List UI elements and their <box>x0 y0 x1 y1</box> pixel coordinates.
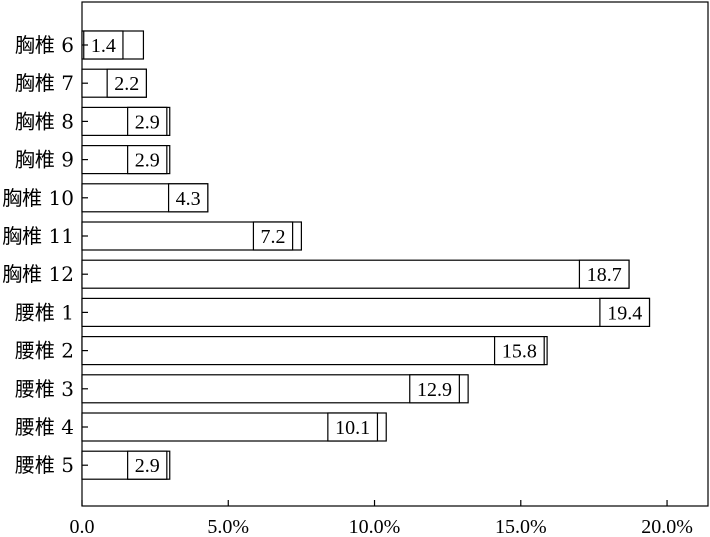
x-tick-label-3: 10.0% <box>349 516 401 537</box>
x-axis-ticks: 0.0 5.0% 10.0% 15.0% 20.0% <box>70 500 693 537</box>
x-tick-label-5: 20.0% <box>641 516 693 537</box>
category-label-8: 腰椎 1 <box>15 300 74 324</box>
value-label-box-4 <box>127 145 168 175</box>
plot-frame <box>81 1 709 507</box>
category-label-12: 腰椎 5 <box>15 453 74 477</box>
value-label-7: 18.7 <box>587 264 622 286</box>
category-label-11: 腰椎 4 <box>15 415 74 439</box>
bar-7 <box>81 259 630 289</box>
value-label-4: 2.9 <box>135 150 160 172</box>
y-axis-ticks: 胸椎 6 胸椎 7 胸椎 8 胸椎 9 胸椎 10 胸椎 11 胸椎 12 腰椎 1 腰椎 2 腰… <box>2 33 88 477</box>
value-label-box-12 <box>127 450 168 480</box>
value-label-box-6 <box>252 221 294 251</box>
x-tick-label-4: 15.0% <box>495 516 547 537</box>
category-label-2: 胸椎 7 <box>15 71 74 95</box>
category-label-9: 腰椎 2 <box>15 339 74 363</box>
category-label-3: 胸椎 8 <box>15 109 74 133</box>
value-label-box-11 <box>327 412 379 442</box>
value-label-3: 2.9 <box>135 111 160 133</box>
value-label-11: 10.1 <box>335 417 370 439</box>
value-label-8: 19.4 <box>607 302 642 324</box>
category-label-6: 胸椎 11 <box>2 224 74 248</box>
value-label-5: 4.3 <box>176 188 201 210</box>
value-label-box-9 <box>493 336 545 366</box>
value-label-box-5 <box>167 183 209 213</box>
value-label-6: 7.2 <box>261 226 286 248</box>
category-label-4: 胸椎 9 <box>15 148 74 172</box>
category-label-1: 胸椎 6 <box>15 33 74 57</box>
value-label-box-2 <box>106 68 147 98</box>
value-label-12: 2.9 <box>135 455 160 477</box>
x-tick-label-1: 0.0 <box>70 516 95 537</box>
value-label-9: 15.8 <box>502 341 537 363</box>
bar-8 <box>81 297 651 327</box>
value-label-box-3 <box>127 106 168 137</box>
category-label-5: 胸椎 10 <box>2 186 74 210</box>
bar-9 <box>81 336 548 366</box>
value-label-box-10 <box>409 374 460 404</box>
value-label-10: 12.9 <box>417 379 452 401</box>
value-label-box-8 <box>599 297 651 327</box>
category-label-7: 胸椎 12 <box>2 262 74 286</box>
value-label-box-1 <box>83 30 124 60</box>
category-label-10: 腰椎 3 <box>15 377 74 401</box>
x-tick-label-2: 5.0% <box>207 516 249 537</box>
bar-10 <box>81 374 469 404</box>
value-label-1: 1.4 <box>91 35 116 57</box>
value-label-2: 2.2 <box>114 73 139 95</box>
bars-group: 1.4 2.2 2.9 2.9 4.3 7.2 18.7 19.4 15.8 12.9 10.1 2.… <box>81 30 651 480</box>
value-label-box-7 <box>578 259 630 289</box>
